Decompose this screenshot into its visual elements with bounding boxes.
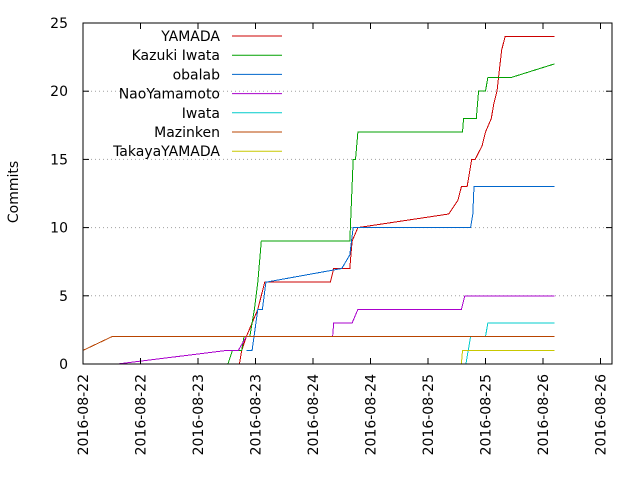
gridlines <box>83 90 612 297</box>
series-line <box>82 336 555 351</box>
y-tick-label: 5 <box>59 289 68 305</box>
legend-label: Mazinken <box>154 125 220 141</box>
x-tick-label: 2016-08-25 <box>421 374 437 455</box>
x-tick-label: 2016-08-22 <box>76 374 92 455</box>
series-line <box>465 322 555 365</box>
x-tick-label: 2016-08-25 <box>479 374 495 455</box>
series-line <box>246 186 555 351</box>
legend-label: Iwata <box>182 106 220 122</box>
legend-label: NaoYamamoto <box>119 87 220 103</box>
y-tick-label: 25 <box>50 16 68 32</box>
series-line <box>238 36 555 365</box>
y-tick-label: 20 <box>50 84 68 100</box>
x-tick-label: 2016-08-24 <box>306 374 322 455</box>
x-tick-label: 2016-08-23 <box>249 374 265 455</box>
series-lines <box>82 36 555 365</box>
y-tick-label: 0 <box>59 357 68 373</box>
x-tick-label: 2016-08-24 <box>364 374 380 455</box>
legend: YAMADA Kazuki Iwata obalab NaoYamamoto Iwata… <box>112 29 282 160</box>
y-axis-label: Commits <box>6 161 22 223</box>
x-tick-label: 2016-08-22 <box>134 374 150 455</box>
axes: 0 5 10 15 20 25 2016-08-22 2016-08-22 2016-08-23… <box>50 16 612 455</box>
x-tick-label: 2016-08-26 <box>536 374 552 455</box>
legend-label: obalab <box>173 67 221 83</box>
x-tick-label: 2016-08-23 <box>191 374 207 455</box>
y-tick-label: 10 <box>50 221 68 237</box>
legend-label: TakayaYAMADA <box>112 144 220 160</box>
series-line <box>460 349 555 365</box>
plot-frame <box>82 22 613 365</box>
series-line <box>117 295 555 365</box>
x-tick-label: 2016-08-26 <box>594 374 610 455</box>
y-tick-label: 15 <box>50 152 68 168</box>
series-line <box>227 63 555 365</box>
legend-label: Kazuki Iwata <box>132 48 220 64</box>
legend-label: YAMADA <box>160 29 220 45</box>
